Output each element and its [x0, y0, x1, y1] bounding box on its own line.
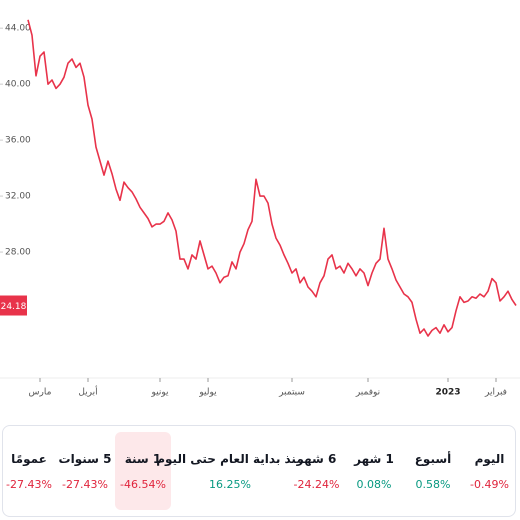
chart: 28.00 32.00 36.00 40.00 44.00 مارس أبريل يونيو ي…: [0, 19, 520, 398]
period-change: 0.58%: [415, 477, 451, 491]
x-tick-label: يونيو: [150, 388, 169, 398]
period-label: منذ بداية العام حتى اليوم: [156, 451, 304, 466]
y-tick-label: 28.00: [5, 248, 31, 258]
period-tab[interactable]: أسبوع 0.58%: [404, 432, 462, 510]
period-change: -46.54%: [120, 477, 166, 491]
period-label: 5 سنوات: [58, 451, 112, 466]
period-label: عمومًا: [11, 451, 47, 466]
last-price-label: 24.18: [1, 302, 27, 312]
y-tick-label: 32.00: [5, 192, 31, 202]
period-change: 0.08%: [356, 477, 392, 491]
period-tab[interactable]: 1 سنة -46.54%: [115, 432, 171, 510]
last-price-box: [0, 295, 27, 316]
period-tab[interactable]: منذ بداية العام حتى اليوم 16.25%: [156, 432, 304, 510]
x-tick-label: فبراير: [484, 388, 507, 398]
y-tick-label: 40.00: [5, 80, 31, 90]
period-label: أسبوع: [414, 451, 452, 466]
x-tick-label: مارس: [29, 388, 52, 398]
period-tab[interactable]: اليوم -0.49%: [462, 432, 517, 510]
y-tick-label: 44.00: [5, 24, 31, 34]
period-tab[interactable]: عمومًا -27.43%: [3, 432, 55, 510]
price-line: [27, 19, 517, 337]
period-label: 1 سنة: [124, 451, 162, 466]
x-tick-label: أبريل: [78, 386, 97, 398]
y-tick-label: 36.00: [5, 136, 31, 146]
period-tab[interactable]: 1 شهر 0.08%: [344, 432, 404, 510]
period-change: -27.43%: [6, 477, 52, 491]
x-tick-label: سبتمبر: [278, 388, 305, 398]
last-price-tag: 24.18: [0, 295, 27, 316]
x-tick-label: يوليو: [198, 388, 217, 398]
x-tick-label: نوفمبر: [355, 388, 380, 398]
period-change: -24.24%: [293, 477, 340, 491]
period-tab[interactable]: 5 سنوات -27.43%: [55, 432, 115, 510]
period-tab[interactable]: 6 شهر -24.24%: [289, 432, 344, 510]
performance-bar: عمومًا -27.43% 5 سنوات -27.43% 1 سنة -46.54% م…: [2, 425, 516, 517]
x-tick-label: 2023: [435, 388, 460, 398]
period-change: -0.49%: [470, 477, 509, 491]
period-change: -27.43%: [62, 477, 108, 491]
period-label: 6 شهر: [296, 451, 337, 466]
period-label: اليوم: [474, 451, 505, 466]
period-label: 1 شهر: [354, 451, 394, 466]
period-change: 16.25%: [209, 477, 251, 491]
